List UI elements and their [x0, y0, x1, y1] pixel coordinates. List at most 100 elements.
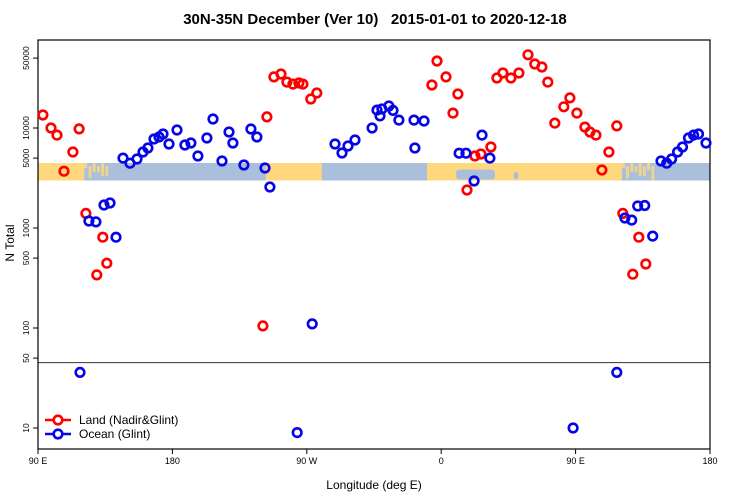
data-point — [639, 199, 651, 212]
map-band-island — [642, 166, 646, 177]
map-band-island — [96, 166, 100, 173]
data-point — [297, 78, 309, 90]
data-point — [264, 181, 276, 193]
data-point — [513, 67, 525, 79]
data-point — [452, 88, 464, 100]
data-point — [157, 128, 169, 140]
map-band-island — [626, 166, 630, 179]
data-point — [460, 147, 472, 159]
data-point — [185, 137, 197, 149]
data-point — [665, 153, 678, 165]
map-band-island — [651, 166, 655, 181]
data-point — [51, 129, 63, 141]
y-tick-label: 50000 — [21, 46, 31, 70]
data-point — [97, 231, 109, 243]
data-point — [468, 175, 480, 187]
data-points-land — [37, 49, 652, 332]
data-point — [647, 230, 659, 242]
data-point — [692, 128, 705, 140]
data-point — [37, 109, 49, 121]
data-point — [484, 152, 496, 164]
legend-label-land: Land (Nadir&Glint) — [79, 413, 178, 427]
data-point — [408, 114, 420, 126]
x-tick-label: 90 E — [566, 456, 585, 466]
map-band-sea-notch — [456, 169, 495, 180]
data-point — [626, 214, 638, 226]
y-tick-label: 10000 — [21, 116, 31, 140]
data-point — [131, 153, 143, 165]
data-point — [104, 197, 116, 209]
data-point — [227, 137, 239, 149]
data-point — [223, 126, 235, 138]
data-point — [440, 71, 452, 83]
data-point — [259, 162, 271, 174]
data-point — [461, 184, 473, 196]
data-point — [476, 129, 488, 141]
map-band-land — [427, 163, 622, 181]
data-point — [67, 146, 79, 158]
data-point — [179, 139, 191, 151]
legend-item-ocean: Ocean (Glint) — [45, 427, 150, 441]
data-point — [171, 124, 183, 136]
data-point — [261, 111, 273, 123]
map-band-island — [647, 163, 651, 171]
data-point — [306, 318, 318, 330]
map-band-island — [105, 166, 109, 177]
data-point — [207, 113, 219, 125]
data-point — [611, 366, 623, 379]
data-point — [505, 72, 517, 84]
y-tick-label: 1000 — [21, 218, 31, 237]
data-point — [336, 147, 348, 159]
data-point — [571, 107, 583, 119]
data-point — [305, 93, 317, 105]
data-point — [349, 134, 361, 146]
data-point — [633, 231, 645, 243]
data-point — [342, 140, 354, 152]
data-point — [201, 132, 213, 144]
map-band-land — [38, 163, 85, 181]
data-point — [542, 76, 554, 88]
data-point — [475, 148, 487, 160]
x-tick-label: 0 — [439, 456, 444, 466]
legend-ocean-circle-marker — [52, 428, 64, 440]
legend: Land (Nadir&Glint) Ocean (Glint) — [45, 413, 178, 441]
data-point — [91, 269, 103, 281]
data-point — [117, 152, 129, 164]
data-point — [192, 150, 204, 162]
data-point — [45, 122, 57, 134]
data-point — [549, 117, 561, 129]
map-band-island — [638, 163, 642, 177]
data-point — [73, 123, 85, 135]
chart-title: 30N-35N December (Ver 10) 2015-01-01 to … — [183, 11, 567, 28]
data-point — [567, 422, 579, 434]
data-point — [485, 141, 497, 153]
data-point — [453, 147, 465, 159]
data-point — [603, 146, 615, 158]
map-band-island — [634, 166, 638, 173]
data-point — [98, 199, 110, 211]
data-point — [281, 76, 293, 88]
data-point — [497, 67, 509, 79]
data-point — [142, 142, 154, 154]
plot-layers: 50000 10000 5000 1000 500 100 50 10 90 E 180 90 W 0… — [21, 39, 718, 466]
legend-label-ocean: Ocean (Glint) — [79, 427, 150, 441]
data-point — [409, 142, 421, 154]
y-tick-label: 50 — [21, 353, 31, 363]
data-point — [655, 155, 667, 167]
y-tick-label: 500 — [21, 251, 31, 265]
data-point — [536, 61, 548, 73]
data-point — [74, 366, 86, 379]
data-point — [311, 87, 323, 99]
map-band-island — [84, 163, 88, 169]
data-point — [564, 92, 576, 104]
y-tick-label: 5000 — [21, 148, 31, 167]
data-point — [83, 215, 95, 227]
data-point — [431, 55, 443, 67]
data-point — [58, 165, 70, 177]
x-tick-label: 180 — [165, 456, 180, 466]
data-point — [101, 257, 113, 269]
y-tick-label: 10 — [21, 423, 31, 433]
data-point — [366, 122, 378, 134]
